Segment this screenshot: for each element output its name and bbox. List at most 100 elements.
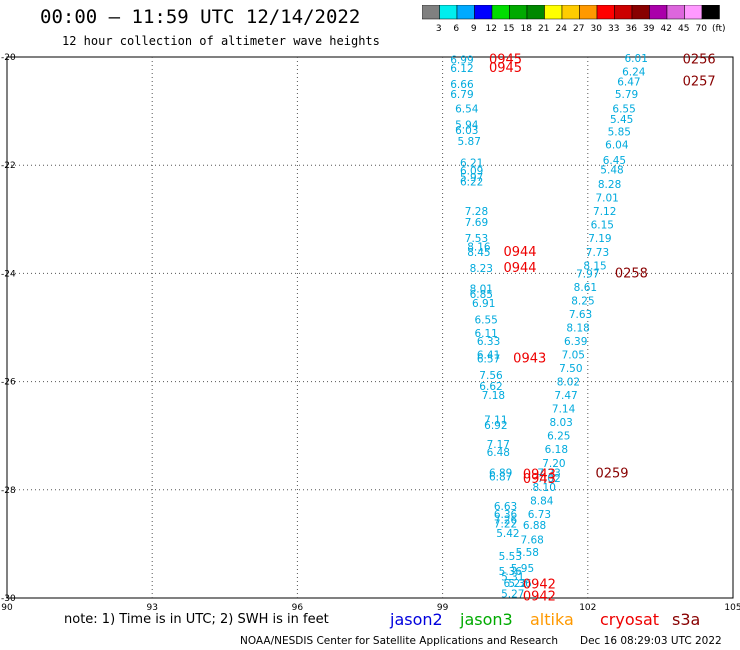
wave-height-label: 8.16 (467, 241, 491, 253)
wave-height-label: 7.12 (593, 206, 616, 218)
color-scale-label: 45 (678, 24, 689, 34)
wave-height-label: 8.45 (467, 247, 490, 259)
wave-height-label: 7.69 (465, 217, 488, 229)
color-scale-label: (ft) (712, 24, 726, 34)
wave-height-label: 6.91 (472, 298, 495, 310)
wave-height-label: 6.92 (484, 420, 507, 432)
wave-height-label: 7.73 (586, 247, 609, 259)
wave-height-label: 8.03 (549, 417, 572, 429)
chart-title: 00:00 – 11:59 UTC 12/14/2022 (40, 6, 361, 28)
wave-height-label: 8.18 (566, 323, 589, 335)
wave-height-label: 7.19 (588, 233, 611, 245)
color-scale-label: 39 (643, 24, 655, 34)
wave-height-label: 5.95 (511, 563, 534, 575)
wave-height-label: 6.33 (477, 336, 500, 348)
color-scale-label: 42 (661, 24, 672, 34)
color-scale-label: 3 (436, 24, 442, 34)
wave-height-label: 7.01 (595, 193, 618, 205)
wave-height-label: 7.50 (559, 363, 582, 375)
wave-height-label: 5.58 (516, 547, 539, 559)
wave-height-label: 6.18 (545, 444, 568, 456)
wave-height-label: 6.54 (455, 103, 479, 115)
wave-height-label: 6.66 (450, 79, 474, 91)
x-tick-label: 93 (146, 603, 157, 612)
color-scale-label: 24 (556, 24, 568, 34)
pass-time-label: 0259 (595, 467, 628, 482)
pass-time-label: 0944 (503, 261, 536, 276)
wave-height-label: 6.09 (460, 166, 483, 178)
wave-height-label: 6.89 (489, 467, 512, 479)
wave-height-label: 6.01 (625, 53, 648, 65)
wave-height-label: 5.94 (455, 120, 479, 132)
wave-height-label: 7.18 (482, 390, 505, 402)
x-tick-label: 99 (437, 603, 449, 612)
y-tick-label: -24 (1, 269, 16, 279)
wave-height-label: 7.05 (562, 350, 585, 362)
color-scale-label: 30 (591, 24, 603, 34)
wave-height-label: 8.02 (557, 377, 580, 389)
wave-height-label: 6.55 (612, 103, 635, 115)
pass-time-label: 0942 (523, 589, 556, 604)
pass-time-label: 0943 (523, 472, 556, 487)
pass-time-label: 0258 (615, 266, 648, 281)
wave-height-label: 7.22 (494, 518, 517, 530)
wave-height-label: 6.63 (494, 501, 517, 513)
x-tick-label: 96 (292, 603, 304, 612)
wave-height-label: 5.27 (501, 589, 524, 601)
y-tick-label: -28 (1, 486, 16, 496)
wave-height-label: 8.10 (533, 482, 556, 494)
wave-height-label: 8.15 (583, 260, 606, 272)
wave-height-label: 6.36 (494, 509, 518, 521)
wave-height-label: 6.25 (547, 431, 570, 443)
wave-height-label: 8.23 (470, 263, 493, 275)
wave-height-label: 6.85 (470, 289, 493, 301)
satellite-legend-jason2: jason2 (390, 610, 443, 629)
wave-height-label: 6.41 (477, 350, 500, 362)
plot-frame (6, 56, 734, 599)
wave-height-label: 5.97 (460, 172, 483, 184)
satellite-legend-altika: altika (530, 610, 574, 629)
wave-height-label: 6.99 (450, 55, 473, 67)
wave-height-label: 6.03 (455, 125, 478, 137)
x-tick-label: 102 (579, 603, 596, 612)
wave-height-label: 6.24 (622, 67, 646, 79)
wave-height-label: 6.39 (564, 336, 587, 348)
satellite-legend-jason3: jason3 (460, 610, 513, 629)
color-scale-label: 15 (503, 24, 514, 34)
color-scale-label: 33 (608, 24, 619, 34)
pass-time-label: 0943 (513, 351, 546, 366)
color-swatch (701, 5, 720, 20)
wave-height-label: 5.53 (499, 551, 522, 563)
wave-height-label: 8.28 (598, 179, 621, 191)
wave-height-label: 7.56 (479, 370, 503, 382)
x-tick-label: 90 (1, 603, 13, 612)
y-tick-label: -30 (1, 594, 16, 604)
wave-height-label: 5.85 (608, 127, 631, 139)
y-tick-label: -22 (1, 161, 16, 171)
wave-height-label: 8.25 (571, 295, 594, 307)
pass-time-label: 0257 (683, 74, 716, 89)
color-scale-label: 12 (486, 24, 497, 34)
color-scale-label: 27 (573, 24, 584, 34)
wave-height-label: 6.48 (487, 447, 510, 459)
color-scale-label: 21 (538, 24, 549, 34)
wave-height-map: 90 93 96 99 102 105 -20 -22 -24 -26 -28 -30 6.996.12… (1, 53, 740, 612)
wave-height-label: 6.57 (477, 353, 500, 365)
wave-height-label: 7.02 (537, 473, 560, 485)
wave-height-label: 7.17 (487, 439, 510, 451)
pass-time-label: 0256 (683, 53, 716, 68)
wave-height-label: 8.01 (470, 284, 493, 296)
satellite-legend-s3a: s3a (672, 610, 701, 629)
wave-height-label: 5.87 (458, 136, 481, 148)
wave-height-label: 5.36 (508, 578, 532, 590)
wave-height-label: 6.73 (528, 509, 551, 521)
y-tick-label: -20 (1, 53, 16, 63)
satellite-legend-cryosat: cryosat (600, 610, 660, 629)
wave-height-label: 5.36 (499, 566, 523, 578)
wave-height-label: 6.88 (523, 520, 546, 532)
wave-height-label: 8.61 (574, 282, 597, 294)
x-tick-label: 105 (724, 603, 740, 612)
wave-height-label: 5.79 (615, 89, 638, 101)
color-scale-label: 70 (696, 24, 708, 34)
pass-time-label: 0945 (489, 61, 522, 76)
